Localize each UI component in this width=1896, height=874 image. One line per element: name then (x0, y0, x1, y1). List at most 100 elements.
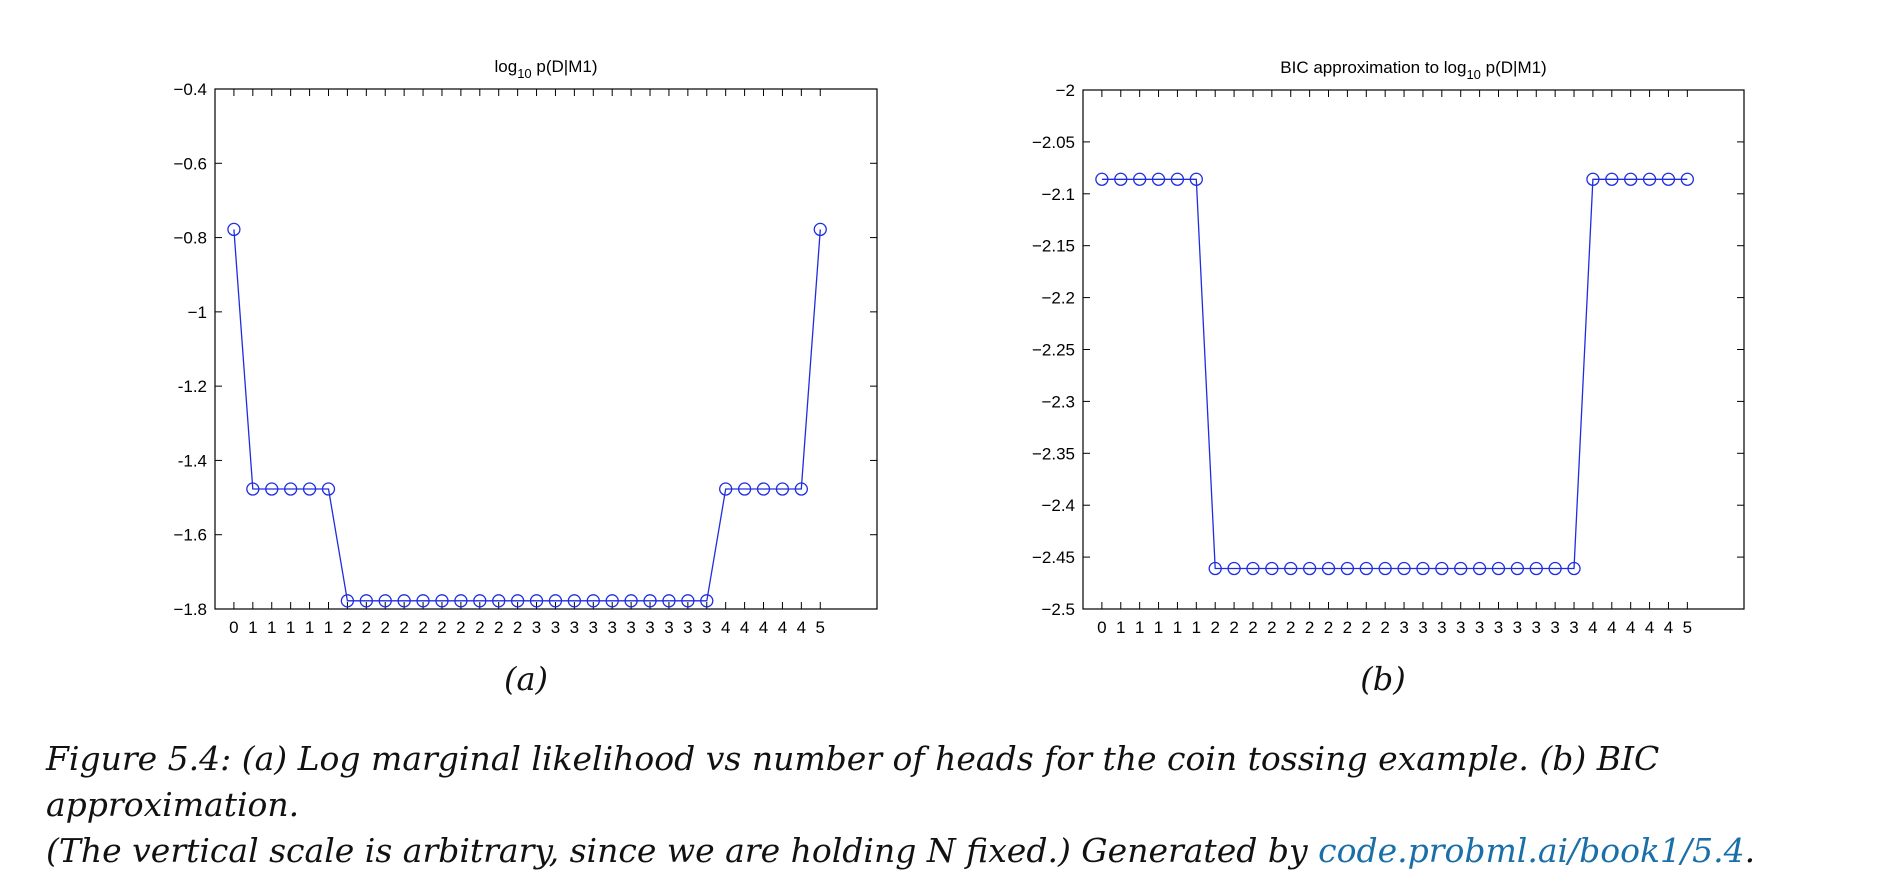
x-tick-label: 3 (570, 618, 579, 637)
data-point (756, 482, 771, 496)
data-point (265, 482, 279, 496)
data-point (1680, 172, 1694, 186)
x-tick-label: 2 (399, 618, 408, 637)
data-point (359, 594, 373, 608)
x-tick-label: 4 (1645, 618, 1654, 637)
data-point (1340, 561, 1355, 576)
x-tick-label: 3 (1475, 618, 1484, 637)
x-tick-label: 3 (1418, 618, 1427, 637)
y-tick-label: -1.4 (178, 451, 207, 470)
x-tick-label: 2 (343, 618, 352, 637)
x-tick-label: 3 (1437, 618, 1446, 637)
x-tick-label: 1 (1116, 618, 1125, 637)
y-tick-label: −0.6 (173, 154, 207, 173)
x-tick-label: 2 (513, 618, 522, 637)
x-tick-label: 5 (816, 618, 825, 637)
chart-b: BIC approximation to log10 p(D|M1) −2 −2.0… (1032, 58, 1745, 637)
data-point (643, 594, 657, 608)
x-tick-label: 3 (589, 618, 598, 637)
data-point (1095, 172, 1109, 186)
data-point (1472, 561, 1487, 576)
caption-line-2-end: . (1744, 831, 1756, 870)
x-tick-label: 4 (759, 618, 768, 637)
data-point (378, 594, 392, 608)
x-tick-label: 2 (1343, 618, 1352, 637)
data-point (586, 594, 600, 608)
data-point (775, 482, 790, 496)
y-tick-label: −2.4 (1041, 496, 1075, 515)
x-tick-label: 3 (664, 618, 673, 637)
x-tick-label: 5 (1683, 618, 1692, 637)
data-point (492, 594, 506, 608)
data-point (681, 594, 695, 608)
x-tick-label: 4 (740, 618, 749, 637)
x-tick-label: 4 (778, 618, 787, 637)
data-point (1586, 172, 1600, 186)
x-tick-label: 2 (1210, 618, 1219, 637)
x-tick-label: 4 (721, 618, 730, 637)
data-point (246, 482, 260, 496)
x-tick-label: 0 (1097, 618, 1106, 637)
x-tick-label: 3 (551, 618, 560, 637)
y-tick-label: −2.5 (1041, 600, 1075, 619)
caption-link[interactable]: code.probml.ai/book1/5.4 (1318, 831, 1745, 870)
x-tick-label: 2 (1267, 618, 1276, 637)
data-point (1661, 172, 1676, 186)
x-tick-label: 2 (456, 618, 465, 637)
caption-line-1: Figure 5.4: (a) Log marginal likelihood … (46, 739, 1660, 824)
data-point (416, 594, 430, 608)
y-tick-label: −2.05 (1032, 133, 1075, 152)
data-point (548, 594, 563, 608)
data-point (321, 482, 336, 496)
y-tick-label: −0.8 (173, 229, 207, 248)
data-point (435, 594, 449, 608)
x-tick-label: 2 (1362, 618, 1371, 637)
data-point (567, 594, 582, 608)
data-point (1114, 172, 1128, 186)
x-tick-label: 3 (1494, 618, 1503, 637)
x-tick-label: 3 (1550, 618, 1559, 637)
data-point (1227, 561, 1241, 576)
data-point (794, 482, 808, 496)
x-tick-label: 3 (1513, 618, 1522, 637)
x-tick-label: 3 (532, 618, 541, 637)
data-point (1510, 561, 1525, 576)
y-tick-label: −1 (188, 303, 207, 322)
x-tick-label: 4 (1588, 618, 1597, 637)
x-tick-label: 1 (305, 618, 314, 637)
chart-a: log10 p(D|M1) −0.4 −0.6 −0.8 −1 -1.2 -1.4 −1.6 −… (173, 57, 878, 637)
data-point (510, 594, 525, 608)
x-tick-label: 1 (1154, 618, 1163, 637)
x-tick-label: 3 (645, 618, 654, 637)
x-tick-label: 3 (683, 618, 692, 637)
chart-title: BIC approximation to log10 p(D|M1) (1280, 58, 1546, 82)
y-tick-label: −2 (1056, 81, 1075, 100)
x-tick-label: 1 (1192, 618, 1201, 637)
data-point (719, 482, 733, 496)
x-tick-label: 4 (1664, 618, 1673, 637)
y-tick-label: −2.3 (1041, 392, 1075, 411)
y-tick-label: −2.45 (1032, 548, 1075, 567)
data-point (284, 482, 298, 496)
x-tick-label: 4 (1607, 618, 1616, 637)
x-tick-label: 2 (1380, 618, 1389, 637)
data-point (302, 482, 317, 496)
x-tick-label: 3 (1399, 618, 1408, 637)
data-point (1529, 561, 1543, 576)
plot-frame (214, 88, 878, 610)
caption-line-2-text: (The vertical scale is arbitrary, since … (46, 831, 1319, 870)
data-point (1359, 561, 1373, 576)
plot-frame (1082, 89, 1745, 610)
x-tick-label: 0 (229, 618, 238, 637)
data-point (624, 594, 638, 608)
x-tick-label: 2 (1286, 618, 1295, 637)
data-point (1605, 172, 1619, 186)
y-tick-label: −2.25 (1032, 341, 1075, 360)
data-point (1302, 561, 1317, 576)
data-point (662, 594, 676, 608)
series-line (1101, 178, 1688, 570)
data-point (1491, 561, 1506, 576)
data-point (1416, 561, 1430, 576)
y-tick-label: −2.35 (1032, 444, 1075, 463)
figure-plots: log10 p(D|M1) −0.4 −0.6 −0.8 −1 -1.2 -1.4 −1.6 −… (173, 57, 1745, 637)
